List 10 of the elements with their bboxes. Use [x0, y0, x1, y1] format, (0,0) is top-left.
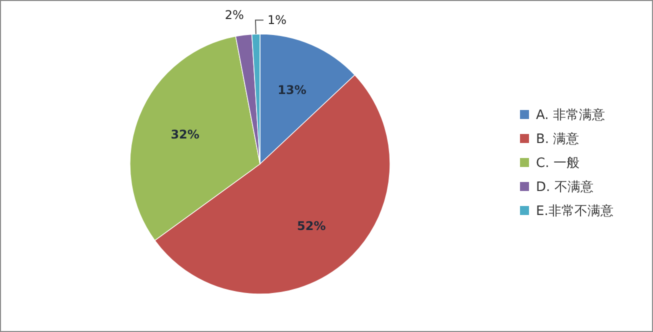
data-label: 32%: [170, 127, 200, 142]
legend-label: B. 满意: [536, 132, 580, 147]
legend-label: E.非常不满意: [536, 204, 614, 219]
legend-label: D. 不满意: [536, 180, 594, 195]
data-label: 1%: [267, 13, 287, 28]
legend-label: A. 非常满意: [536, 108, 605, 123]
data-label: 13%: [278, 83, 306, 98]
data-label: 52%: [297, 219, 326, 234]
legend-label: C. 一般: [536, 156, 580, 171]
data-label: 2%: [224, 8, 244, 22]
